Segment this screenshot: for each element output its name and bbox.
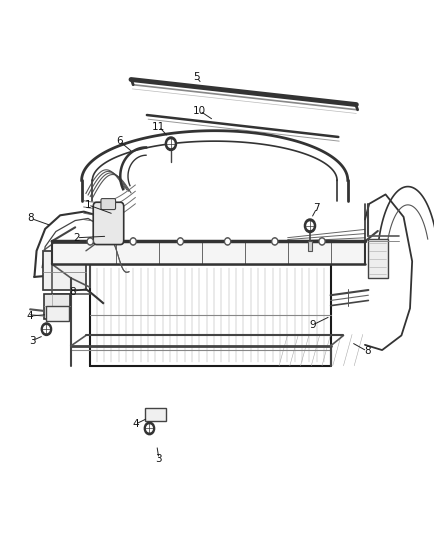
Circle shape — [168, 140, 174, 148]
Text: 4: 4 — [26, 311, 32, 321]
Circle shape — [304, 219, 315, 232]
Circle shape — [179, 239, 182, 244]
FancyBboxPatch shape — [43, 251, 86, 290]
Circle shape — [88, 239, 92, 244]
Circle shape — [225, 238, 230, 245]
Circle shape — [320, 239, 324, 244]
Bar — [308, 241, 312, 251]
Bar — [46, 306, 69, 321]
Text: 5: 5 — [193, 72, 200, 83]
Circle shape — [226, 239, 230, 244]
Circle shape — [273, 239, 276, 244]
Circle shape — [44, 326, 49, 333]
Bar — [90, 241, 331, 264]
FancyBboxPatch shape — [93, 202, 124, 245]
FancyBboxPatch shape — [44, 294, 70, 319]
Text: 9: 9 — [309, 320, 316, 330]
Circle shape — [144, 422, 155, 435]
Circle shape — [177, 238, 184, 245]
Circle shape — [307, 222, 313, 230]
Circle shape — [131, 239, 135, 244]
Circle shape — [166, 137, 177, 150]
Text: 8: 8 — [28, 213, 34, 223]
Text: 11: 11 — [152, 122, 166, 132]
Text: 10: 10 — [193, 106, 206, 116]
Bar — [368, 239, 388, 278]
Text: 4: 4 — [132, 419, 138, 429]
Text: 3: 3 — [29, 336, 35, 346]
Text: 8: 8 — [69, 287, 75, 296]
Text: 7: 7 — [314, 203, 320, 213]
Circle shape — [130, 238, 136, 245]
Circle shape — [87, 238, 93, 245]
Circle shape — [41, 323, 52, 335]
Text: 8: 8 — [364, 346, 371, 356]
FancyBboxPatch shape — [101, 199, 116, 209]
Bar — [52, 241, 365, 264]
Circle shape — [147, 425, 152, 432]
Circle shape — [319, 238, 325, 245]
Text: 1: 1 — [85, 200, 92, 210]
Circle shape — [272, 238, 278, 245]
Text: 6: 6 — [116, 136, 123, 146]
Bar — [145, 408, 166, 421]
Text: 3: 3 — [155, 454, 162, 464]
Text: 2: 2 — [73, 233, 80, 243]
